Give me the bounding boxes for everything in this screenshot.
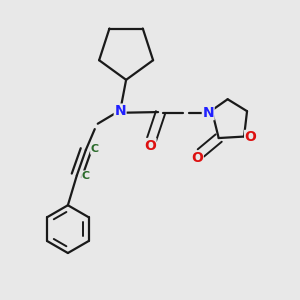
Text: C: C xyxy=(82,171,90,181)
Text: O: O xyxy=(144,139,156,152)
Text: C: C xyxy=(91,144,99,154)
Text: N: N xyxy=(114,104,126,118)
Text: O: O xyxy=(245,130,256,145)
Text: N: N xyxy=(202,106,214,120)
Text: O: O xyxy=(191,152,203,165)
